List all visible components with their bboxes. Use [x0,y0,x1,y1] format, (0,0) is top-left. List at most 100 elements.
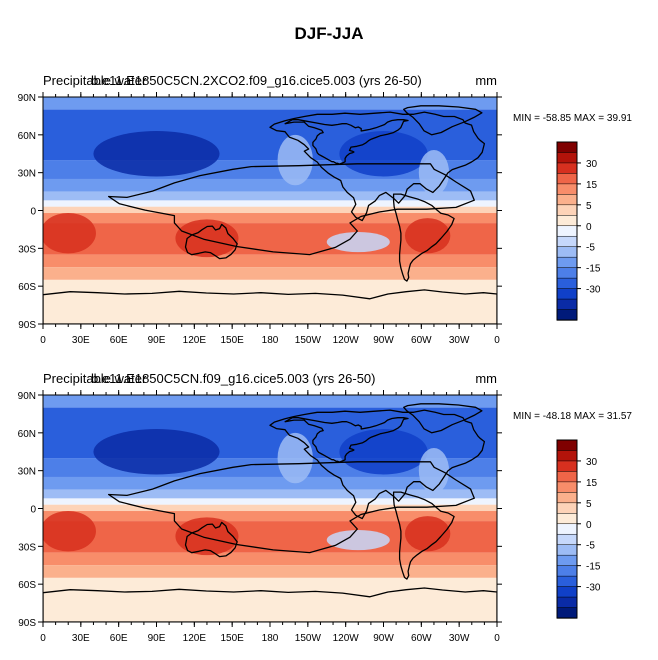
x-tick-label: 60W [411,633,432,644]
panel-units: mm [475,371,497,386]
field-anomaly [43,213,96,254]
colorbar-box [556,235,578,248]
colorbar-box [556,225,578,237]
colorbar-label: -30 [586,583,601,594]
x-tick-label: 120E [183,633,207,644]
field-anomaly [93,131,220,177]
colorbar-label: -30 [586,285,601,296]
x-tick-label: 60W [411,335,432,346]
field-anomaly [175,517,239,556]
field-band [43,577,497,622]
y-tick-label: 0 [30,505,36,516]
coastline-greenland [403,105,483,136]
colorbar-label: 15 [586,180,598,191]
colorbar-box [556,288,578,300]
colorbar-box [556,586,578,598]
coastline-antarctica [43,289,497,324]
x-tick-label: 120W [333,335,360,346]
y-tick-label: 30S [18,542,36,553]
colorbar-box [556,194,578,206]
colorbar-box [556,502,578,514]
colorbar-box [556,141,578,154]
colorbar-box [556,450,578,462]
min-max-stats: MIN = -58.85 MAX = 39.91 [513,113,632,124]
coastline-samerica [392,491,455,580]
y-tick-label: 60S [18,282,36,293]
coastline-australia [184,521,238,558]
y-tick-label: 60N [18,429,36,440]
colorbar: 30 15 5 0 -5 -15 -30 [556,141,601,321]
axis: 0 30E 60E 90E 120E 150E 180 150W 120W 90W 60W 30W 09… [18,92,502,346]
colorbar-box [556,204,578,216]
field-anomaly [93,429,220,475]
coastline-antarctica [43,587,497,622]
colorbar-box [556,309,578,321]
field-anomaly [339,429,428,475]
coastline-australia [184,223,238,260]
field-band [43,504,497,512]
field-fill [43,395,497,622]
field-band [43,552,497,566]
y-tick-label: 30S [18,244,36,255]
colorbar-box [556,439,578,452]
field-band [43,498,497,505]
field-anomaly [326,529,390,551]
field-band [43,395,497,408]
y-tick-label: 90S [18,618,36,629]
colorbar-box [556,246,578,258]
panel-title: Precipitable water [43,371,147,386]
colorbar-box [556,533,578,546]
y-tick-label: 60S [18,580,36,591]
field-band [43,565,497,578]
panel-case-label: b.e11.E1850C5CN.2XCO2.f09_g16.cice5.003 … [91,73,422,88]
coastline-africa [107,163,475,256]
colorbar-label: 0 [586,520,592,531]
field-band [43,254,497,268]
field-anomaly [175,219,239,258]
colorbar-box [556,162,578,175]
min-max-stats: MIN = -48.18 MAX = 31.57 [513,411,632,422]
colorbar-box [556,492,578,504]
colorbar-label: 5 [586,499,592,510]
coastline-samerica [392,193,455,282]
coastline-africa [107,461,475,554]
x-tick-label: 60E [110,633,128,644]
colorbar-box [556,460,578,473]
x-tick-label: 30W [449,335,470,346]
map-panel-2: 0 30E 60E 90E 120E 150E 180 150W 120W 90W 60W 30W 09… [18,371,633,644]
colorbar: 30 15 5 0 -5 -15 -30 [556,439,601,619]
field-band [43,489,497,499]
x-tick-label: 150E [220,633,244,644]
field-band [43,511,497,522]
colorbar-box [556,173,578,185]
y-tick-label: 90S [18,320,36,331]
field-anomaly [418,447,450,494]
colorbar-box [556,267,578,279]
field-anomaly [277,134,313,186]
x-tick-label: 120W [333,633,360,644]
y-tick-label: 0 [30,207,36,218]
colorbar-box [556,471,578,483]
field-fill [43,97,497,324]
x-tick-label: 180 [262,633,279,644]
field-band [43,279,497,324]
field-band [43,213,497,224]
coastline-namerica [284,119,409,165]
panel-title: Precipitable water [43,73,147,88]
x-tick-label: 150E [220,335,244,346]
colorbar-box [556,565,578,577]
colorbar-label: -5 [586,243,595,254]
field-anomaly [277,432,313,484]
map-panel-1: 0 30E 60E 90E 120E 150E 180 150W 120W 90W 60W 30W 09… [18,73,633,346]
panel-units: mm [475,73,497,88]
coastline-greenland [403,403,483,434]
field-band [43,267,497,280]
colorbar-box [556,298,578,311]
colorbar-frame [556,439,578,619]
x-tick-label: 0 [40,335,46,346]
colorbar-box [556,554,578,567]
figure-title: DJF-JJA [294,24,364,43]
colorbar-label: -5 [586,541,595,552]
x-tick-label: 0 [40,633,46,644]
